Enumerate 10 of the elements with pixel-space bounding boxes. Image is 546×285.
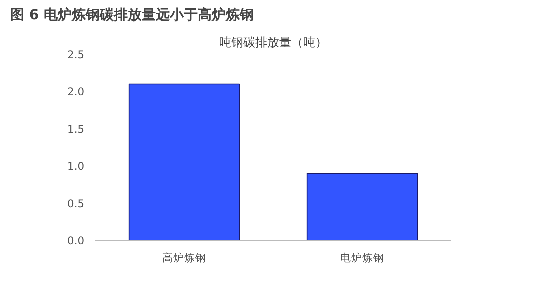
chart-subtitle: 吨钢碳排放量（吨） [220,36,328,50]
x-tick-label: 高炉炼钢 [162,252,206,264]
x-tick-label: 电炉炼钢 [340,252,384,264]
y-tick-label: 1.5 [68,122,85,136]
y-tick-label: 0.0 [68,234,85,248]
y-tick-label: 0.5 [68,197,85,210]
y-tick-label: 1.0 [68,160,85,174]
chart-title: 图 6 电炉炼钢碳排放量远小于高炉炼钢 [10,6,254,24]
y-tick-label: 2.5 [68,48,85,62]
y-tick-label: 2.0 [68,86,85,99]
